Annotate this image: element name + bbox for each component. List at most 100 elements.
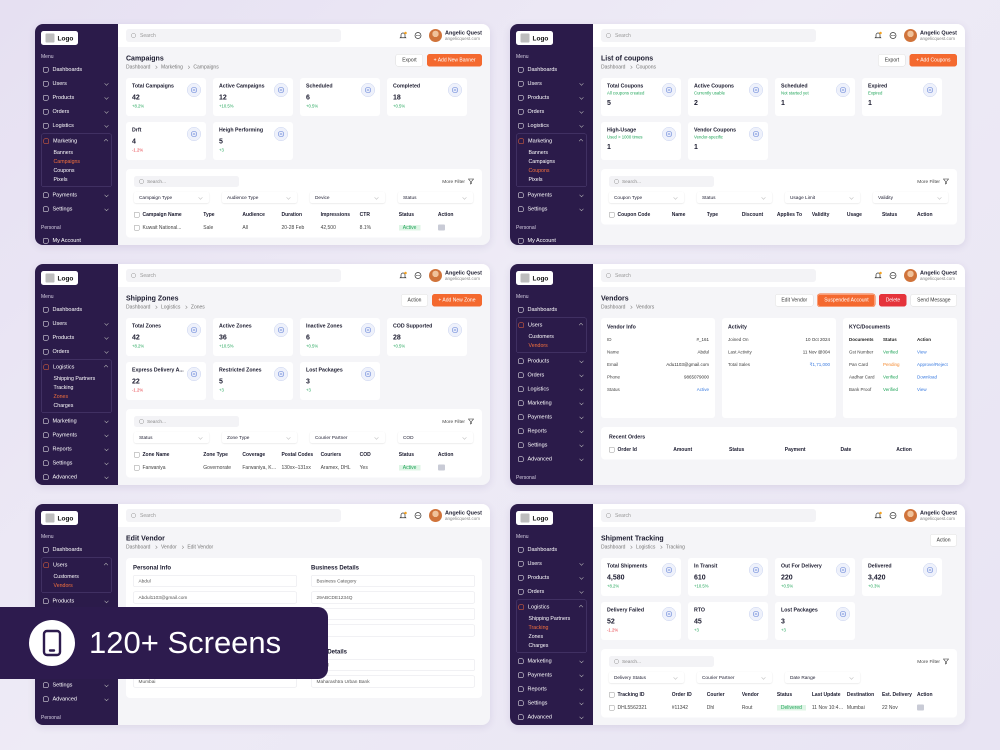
button[interactable]: Edit Vendor	[774, 294, 814, 307]
menu-item: Settings	[41, 202, 112, 216]
breadcrumb-separator	[153, 305, 158, 310]
input-field[interactable]: 29ABCDE1234Q	[311, 591, 475, 604]
stat-icon	[361, 323, 375, 337]
menu-text: Marketing	[527, 400, 552, 406]
button[interactable]: Delete	[879, 294, 907, 307]
filter-select[interactable]: Validity	[873, 192, 948, 203]
user-name: Angelic Quest	[445, 510, 482, 516]
filter-select[interactable]: Audience Type	[222, 192, 297, 203]
search-box: Search	[126, 269, 341, 282]
filter-select[interactable]: COD	[398, 432, 473, 443]
cell-text: Sale	[203, 224, 214, 231]
menu-icon	[518, 192, 524, 198]
menu-icon	[43, 206, 49, 212]
filter-select[interactable]: Status	[398, 192, 473, 203]
input-field[interactable]: Business Category	[311, 575, 475, 587]
logo-text: Logo	[532, 274, 549, 282]
breadcrumb-item: Dashboard	[126, 304, 151, 311]
filter-select[interactable]: Courier Partner	[310, 432, 385, 443]
filter-select[interactable]: Usage Limit	[785, 192, 860, 203]
menu-caret	[104, 335, 109, 340]
menu-text: My Account	[527, 237, 556, 244]
checkbox	[134, 464, 140, 471]
input-field[interactable]	[311, 624, 475, 637]
page-title: Campaigns	[126, 54, 164, 62]
kyc-column: Status	[883, 337, 897, 342]
content: Shipment Tracking Dashboard Logistics Track…	[593, 527, 965, 725]
more-filter[interactable]: More Filter	[442, 418, 474, 425]
filter-select[interactable]: Coupon Type	[609, 192, 684, 203]
filter-label: Coupon Type	[614, 194, 643, 201]
input-field[interactable]	[311, 608, 475, 620]
action-button[interactable]	[916, 704, 924, 711]
stat-delta: +8.2%	[132, 343, 145, 349]
page-title: Shipping Zones	[126, 294, 179, 302]
stat-label: Completed	[393, 83, 421, 89]
filter-select[interactable]: Zone Type	[222, 432, 297, 443]
column-header: Postal Codes	[281, 452, 314, 458]
more-filter[interactable]: More Filter	[917, 178, 949, 185]
filter-icon	[943, 658, 949, 665]
input-field[interactable]: Maharashtra Urban Bank	[311, 675, 475, 688]
input-field[interactable]: Abdul1103@gmail.com	[133, 591, 297, 604]
table-cell: Farwaniya, Khait...	[242, 465, 278, 471]
filter-select[interactable]: Device	[310, 192, 385, 203]
menu-item: Payments	[516, 668, 587, 682]
select-caret	[374, 435, 379, 440]
filter-select[interactable]: Campaign Type	[134, 192, 209, 203]
button[interactable]: Action	[400, 294, 428, 307]
table-search: Search...	[609, 176, 714, 187]
user: Angelic Quest angelicquest.com	[904, 509, 957, 522]
user-text: Angelic Quest angelicquest.com	[445, 510, 482, 521]
button[interactable]: Suspended Account	[817, 294, 876, 307]
button[interactable]: Export	[395, 54, 424, 67]
submenu-item: Zones	[528, 633, 544, 640]
detail-key: Total Sales	[728, 362, 751, 367]
avatar	[429, 509, 443, 522]
logo-icon	[520, 273, 530, 283]
breadcrumb-item: Vendors	[635, 304, 655, 311]
button[interactable]: Action	[930, 534, 957, 547]
screen: Logo Menu Dashboards Users Products Orders Log…	[35, 264, 490, 485]
button[interactable]: + Add New Banner	[427, 54, 482, 67]
menu-icon	[518, 322, 524, 328]
filter-select[interactable]: Status	[134, 432, 209, 443]
menu-icon	[43, 237, 49, 244]
filter-select[interactable]: Delivery Status	[609, 672, 684, 683]
search-icon	[131, 33, 136, 38]
button[interactable]: Export	[878, 54, 906, 67]
menu-item: Users	[42, 558, 112, 572]
stat-card: Total Shipments 4,580 +8.2%	[601, 558, 681, 596]
title-block: List of coupons Dashboard Coupons	[601, 54, 656, 70]
menu-icon	[518, 206, 524, 212]
input-field[interactable]: Abdul	[311, 659, 475, 671]
stat-delta: +0.5%	[393, 103, 406, 109]
notification-icon	[874, 511, 882, 520]
search-placeholder: Search	[615, 512, 631, 519]
button[interactable]: + Add New Zone	[431, 294, 482, 307]
action-button[interactable]	[437, 224, 445, 231]
button[interactable]: + Add Coupons	[909, 54, 957, 67]
kyc-cell: Pan Card	[849, 362, 869, 367]
stat-value: 5	[219, 137, 223, 145]
cell-text: 42,500	[320, 224, 336, 231]
filter-select[interactable]: Date Range	[785, 672, 860, 683]
cell-text: 130xx–131xx	[281, 464, 311, 471]
filter-select[interactable]: Courier Partner	[697, 672, 772, 683]
menu-item: Orders	[516, 105, 587, 119]
stat-card: Heigh Performing 5 +3	[213, 122, 293, 160]
stat-card: Scheduled Not started yet 1	[775, 78, 855, 116]
button[interactable]: Send Message	[910, 294, 957, 307]
more-filter[interactable]: More Filter	[442, 178, 474, 185]
detail-value: 11 Nov @004	[802, 349, 830, 355]
action-button[interactable]	[437, 464, 445, 471]
table-cell: DHL5562321	[618, 705, 669, 711]
page-header: Edit Vendor Dashboard Vendor Edit Vendor	[126, 534, 482, 550]
select-caret	[374, 195, 379, 200]
kyc-column: Action	[917, 337, 931, 342]
more-filter[interactable]: More Filter	[917, 658, 949, 665]
input-field[interactable]: Abdul	[133, 575, 297, 587]
message-icon	[889, 272, 897, 280]
filter-select[interactable]: Status	[697, 192, 772, 203]
column-header: Impressions	[320, 212, 351, 218]
